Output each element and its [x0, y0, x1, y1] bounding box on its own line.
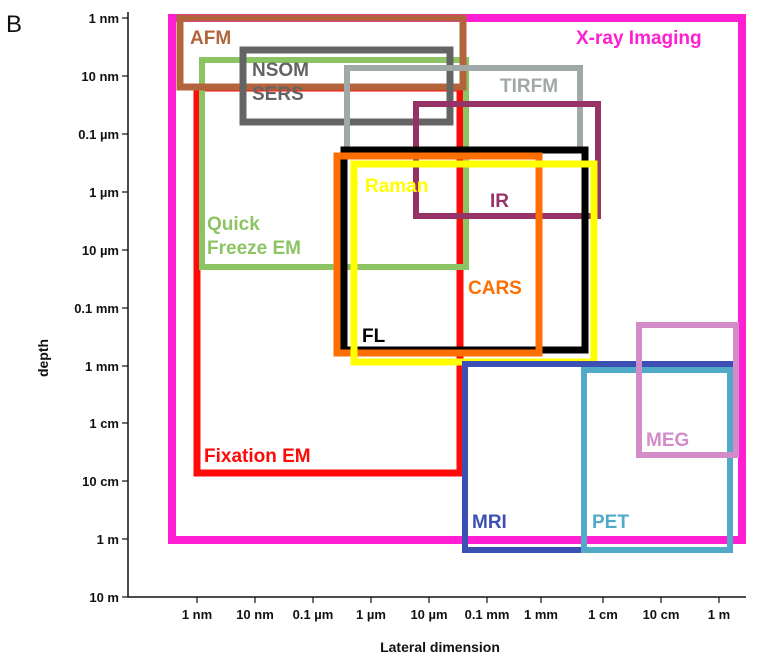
range-box-label-pet: PET — [592, 512, 629, 533]
x-tick-labels: 1 nm 10 nm 0.1 µm 1 µm 10 µm 0.1 mm 1 mm 1 cm 10… — [182, 607, 730, 622]
axes — [122, 12, 746, 603]
y-tick-label: 10 nm — [81, 69, 119, 84]
x-tick-label: 1 mm — [524, 607, 558, 622]
x-tick-label: 0.1 µm — [293, 607, 334, 622]
range-box-label-mri: MRI — [472, 512, 507, 533]
range-box-label-afm: AFM — [190, 28, 231, 49]
range-box-afm — [176, 14, 467, 91]
y-tick-labels: 1 nm 10 nm 0.1 µm 1 µm 10 µm 0.1 mm 1 mm 1 cm 10… — [74, 11, 119, 605]
x-tick-label: 1 nm — [182, 607, 212, 622]
range-box-ir — [413, 101, 601, 219]
x-tick-label: 1 µm — [356, 607, 386, 622]
range-box-label-tirfm: TIRFM — [500, 76, 558, 97]
range-box-label-ir: IR — [490, 191, 509, 212]
x-tick-label: 1 m — [708, 607, 730, 622]
x-tick-label: 0.1 mm — [465, 607, 510, 622]
range-box-label-fixation-em: Fixation EM — [204, 446, 311, 467]
range-box-label-fl: FL — [362, 326, 386, 347]
range-box-label-nsom-sers: NSOM SERS — [252, 60, 309, 105]
y-tick-label: 1 nm — [89, 11, 119, 26]
range-box-label-cars: CARS — [468, 278, 522, 299]
y-tick-label: 1 mm — [85, 359, 119, 374]
y-tick-label: 10 µm — [82, 243, 119, 258]
y-tick-label: 1 m — [97, 532, 119, 547]
y-tick-label: 10 m — [89, 590, 119, 605]
y-tick-label: 0.1 µm — [78, 127, 119, 142]
range-box-meg — [636, 322, 739, 458]
x-tick-label: 10 nm — [236, 607, 274, 622]
range-box-pet — [581, 367, 733, 553]
range-box-cars — [333, 152, 543, 357]
y-tick-label: 10 cm — [82, 474, 119, 489]
x-tick-label: 1 cm — [588, 607, 618, 622]
x-tick-label: 10 cm — [643, 607, 680, 622]
range-box-label-meg: MEG — [646, 430, 689, 451]
range-box-label-quick-freeze-em: Quick Freeze EM — [207, 214, 301, 259]
x-axis-title: Lateral dimension — [380, 639, 500, 655]
y-axis-title: depth — [35, 339, 51, 377]
y-tick-label: 0.1 mm — [74, 301, 119, 316]
range-box-label-x-ray-imaging: X-ray Imaging — [576, 28, 702, 49]
panel-letter: B — [6, 11, 22, 38]
range-box-label-raman: Raman — [365, 176, 428, 197]
range-boxes: X-ray Imaging Fixation EM Quick Freeze EM AF… — [168, 14, 746, 553]
y-tick-label: 1 µm — [89, 185, 119, 200]
y-tick-label: 1 cm — [89, 416, 119, 431]
x-tick-label: 10 µm — [410, 607, 447, 622]
range-box-fixation-em — [193, 84, 464, 477]
